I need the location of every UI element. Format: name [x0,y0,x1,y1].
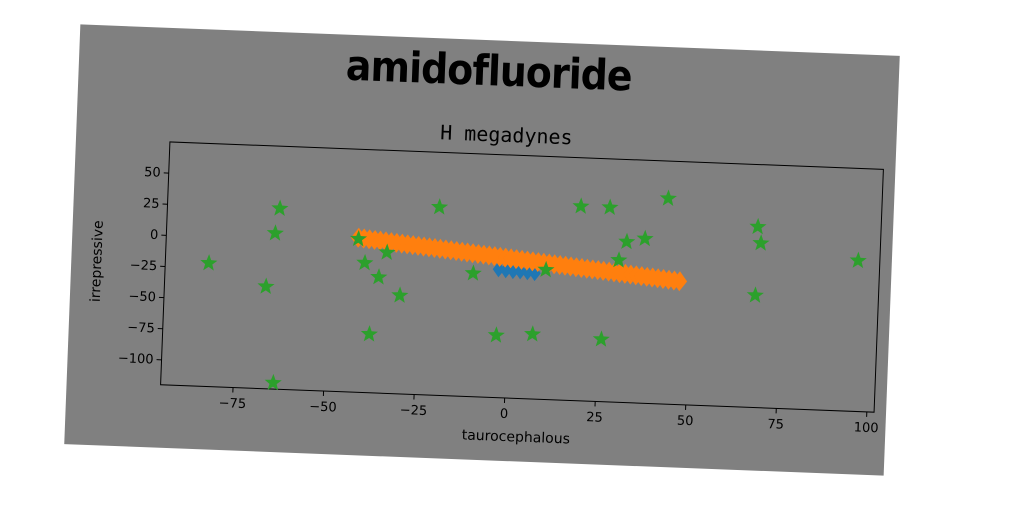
x-axis-label: taurocephalous [461,427,570,447]
y-tick-label: 0 [150,228,159,243]
x-tick-label: −25 [399,403,427,419]
star-marker [572,197,590,214]
star-marker [752,234,770,251]
star-marker [601,198,619,215]
y-tick-label: 25 [143,196,160,212]
figure-card: amidofluoride H megadynes −75 −50 −25 0 25 50… [64,24,900,476]
star-marker [618,232,636,250]
y-tick-label: −50 [128,289,156,305]
chart-subtitle: H megadynes [440,120,573,149]
data-marks [200,189,867,391]
star-marker [271,199,289,216]
star-marker [464,264,482,281]
star-marker [356,253,374,271]
plot-area [160,141,884,413]
star-marker [659,189,677,206]
star-marker [749,217,767,235]
x-tick-label: −75 [218,396,246,412]
y-tick-label: 50 [144,165,161,181]
x-tick-label: 75 [767,417,784,433]
star-marker [636,229,654,247]
star-marker [257,277,275,295]
star-marker [524,325,542,342]
star-marker [391,286,409,303]
chart-svg: H megadynes −75 −50 −25 0 25 50 75 100 50 25 0 −25… [88,120,884,448]
star-marker [592,330,610,347]
y-axis: 50 25 0 −25 −50 −75 −100 [118,165,169,368]
star-marker [849,251,867,269]
star-marker [266,224,284,241]
x-tick-label: −50 [309,399,337,415]
star-marker [264,373,282,391]
x-tick-label: 25 [586,410,603,426]
y-tick-label: −25 [129,258,157,274]
star-marker [487,326,505,343]
star-marker [746,286,764,303]
x-tick-label: 0 [500,407,509,422]
star-marker [378,243,396,261]
star-marker [360,325,378,342]
diamond-marker [672,271,688,292]
star-marker [200,254,218,271]
x-tick-label: 100 [853,420,878,436]
diamond-marker [499,262,512,279]
x-axis: −75 −50 −25 0 25 50 75 100 [218,387,879,436]
star-marker [537,260,555,278]
diamond-marker [514,263,527,280]
diamond-marker [492,261,505,278]
y-tick-label: −75 [127,320,155,336]
star-marker [610,251,628,268]
star-marker [349,229,368,247]
x-tick-label: 50 [677,414,694,430]
star-marker [430,198,449,215]
y-axis-label: irrepressive [88,220,107,302]
star-marker [370,268,388,285]
y-tick-label: −100 [118,351,154,367]
